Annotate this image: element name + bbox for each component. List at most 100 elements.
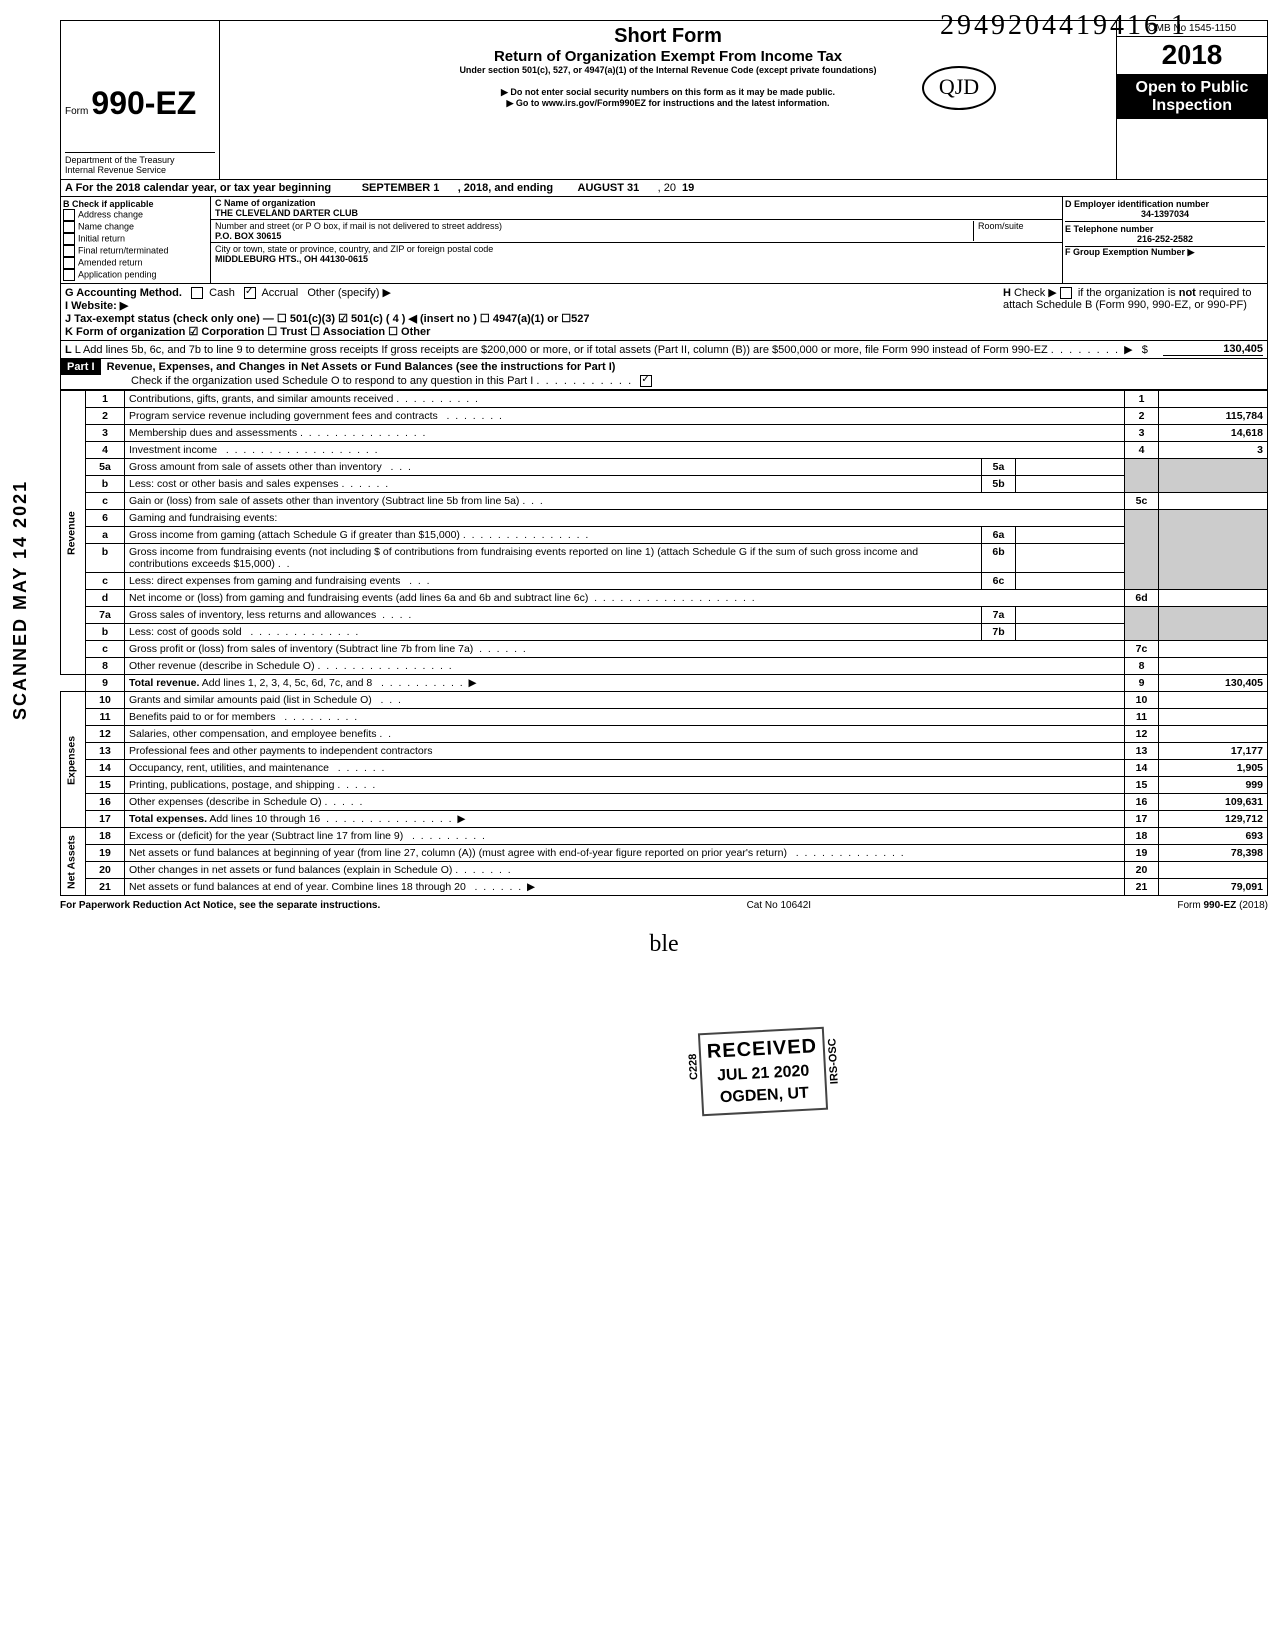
stamp-date: JUL 21 2020 [708,1062,819,1086]
section-g-label: G Accounting Method. [65,287,182,299]
lbl-cash: Cash [209,287,235,299]
section-e-label: E Telephone number [1065,224,1153,234]
section-l: L L Add lines 5b, 6c, and 7b to line 9 t… [60,341,1268,359]
cb-name-change[interactable] [63,221,75,233]
revenue-side-label: Revenue [61,391,86,675]
section-l-text: L Add lines 5b, 6c, and 7b to line 9 to … [75,344,1054,356]
gross-receipts: 130,405 [1163,343,1263,356]
line7a-text: Gross sales of inventory, less returns a… [129,609,376,621]
cb-app-pending[interactable] [63,269,75,281]
line2-text: Program service revenue including govern… [129,410,438,422]
line16-text: Other expenses (describe in Schedule O) [129,796,322,808]
footer-left: For Paperwork Reduction Act Notice, see … [60,900,380,911]
line5a-box: 5a [982,459,1016,476]
line7a-box: 7a [982,607,1016,624]
received-stamp: RECEIVED JUL 21 2020 OGDEN, UT C228 IRS-… [698,1027,828,1116]
period-begin: SEPTEMBER 1 [362,182,440,194]
line5b-text: Less: cost or other basis and sales expe… [129,478,339,490]
line8-val [1159,658,1268,675]
title-short-form: Short Form [224,25,1112,48]
line7b-text: Less: cost of goods sold [129,626,242,638]
line12-val [1159,726,1268,743]
line9-val: 130,405 [1159,675,1268,692]
stamp-side1: C228 [687,1053,700,1080]
line11-text: Benefits paid to or for members [129,711,275,723]
room-suite-label: Room/suite [973,221,1058,241]
expenses-side-label: Expenses [61,692,86,828]
open-public: Open to PublicInspection [1117,75,1267,119]
line6a-text: Gross income from gaming (attach Schedul… [129,529,460,541]
stamp-side2: IRS-OSC [827,1038,841,1084]
part1-title: Revenue, Expenses, and Changes in Net As… [107,361,616,373]
footer: For Paperwork Reduction Act Notice, see … [60,900,1268,911]
section-c-label: C Name of organization [215,198,316,208]
line5b-box: 5b [982,476,1016,493]
cb-cash[interactable] [191,287,203,299]
line8-text: Other revenue (describe in Schedule O) [129,660,315,672]
line4-text: Investment income [129,444,217,456]
lbl-initial-return: Initial return [78,233,125,243]
lbl-name-change: Name change [78,221,134,231]
line11-val [1159,709,1268,726]
form-year: 2018 [1117,37,1267,75]
cb-schedule-o[interactable] [640,375,652,387]
cb-amended[interactable] [63,257,75,269]
cb-accrual[interactable] [244,287,256,299]
form-number: 990-EZ [91,85,196,121]
line15-val: 999 [1159,777,1268,794]
line6b-box: 6b [982,544,1016,573]
title-return: Return of Organization Exempt From Incom… [224,48,1112,65]
cb-address-change[interactable] [63,209,75,221]
line21-val: 79,091 [1159,879,1268,896]
stamp-received-text: RECEIVED [706,1035,817,1064]
section-b-label: B Check if applicable [63,199,208,209]
line1-text: Contributions, gifts, grants, and simila… [129,393,393,405]
cb-initial-return[interactable] [63,233,75,245]
scanned-stamp: SCANNED MAY 14 2021 [10,480,31,720]
line3-text: Membership dues and assessments [129,427,297,439]
line7c-text: Gross profit or (loss) from sales of inv… [129,643,473,655]
line15-text: Printing, publications, postage, and shi… [129,779,334,791]
period-mid: , 2018, and ending [458,182,553,194]
line18-text: Excess or (deficit) for the year (Subtra… [129,830,403,842]
org-city: MIDDLEBURG HTS., OH 44130-0615 [215,254,368,264]
org-info-block: B Check if applicable Address change Nam… [60,197,1268,284]
line5c-text: Gain or (loss) from sale of assets other… [129,495,519,507]
cb-schedule-b[interactable] [1060,287,1072,299]
stamp-location: OGDEN, UT [709,1084,820,1108]
line13-val: 17,177 [1159,743,1268,760]
line5a-text: Gross amount from sale of assets other t… [129,461,382,473]
line3-val: 14,618 [1159,425,1268,442]
line20-val [1159,862,1268,879]
line4-val: 3 [1159,442,1268,459]
cb-final-return[interactable] [63,245,75,257]
section-i-label: I Website: ▶ [65,300,128,312]
line6-text: Gaming and fundraising events: [125,510,1125,527]
line17-val: 129,712 [1159,811,1268,828]
line19-text: Net assets or fund balances at beginning… [129,847,787,859]
telephone: 216-252-2582 [1065,234,1265,244]
section-d-label: D Employer identification number [1065,199,1209,209]
line7c-val [1159,641,1268,658]
ein: 34-1397034 [1065,209,1265,219]
initials-oval: QJD [922,66,996,110]
line2-val: 115,784 [1159,408,1268,425]
lbl-app-pending: Application pending [78,269,157,279]
line1-val [1159,391,1268,408]
dept-treasury: Department of the TreasuryInternal Reven… [65,152,215,175]
line13-text: Professional fees and other payments to … [129,745,433,757]
section-b: B Check if applicable Address change Nam… [61,197,211,283]
line6d-text: Net income or (loss) from gaming and fun… [129,592,588,604]
section-j-label: J Tax-exempt status (check only one) — ☐… [65,313,590,325]
section-k-label: K Form of organization ☑ Corporation ☐ T… [65,326,430,338]
form-header: Form 990-EZ Department of the TreasuryIn… [60,20,1268,180]
part1-table: Revenue 1 Contributions, gifts, grants, … [60,390,1268,896]
footer-mid: Cat No 10642I [747,900,812,911]
line18-val: 693 [1159,828,1268,845]
line10-text: Grants and similar amounts paid (list in… [129,694,372,706]
section-f-label: F Group Exemption Number ▶ [1065,247,1194,257]
section-a-period: A For the 2018 calendar year, or tax yea… [60,180,1268,197]
section-g-h: G Accounting Method. Cash Accrual Other … [60,284,1268,341]
lbl-accrual: Accrual [261,287,298,299]
city-label: City or town, state or province, country… [215,244,493,254]
